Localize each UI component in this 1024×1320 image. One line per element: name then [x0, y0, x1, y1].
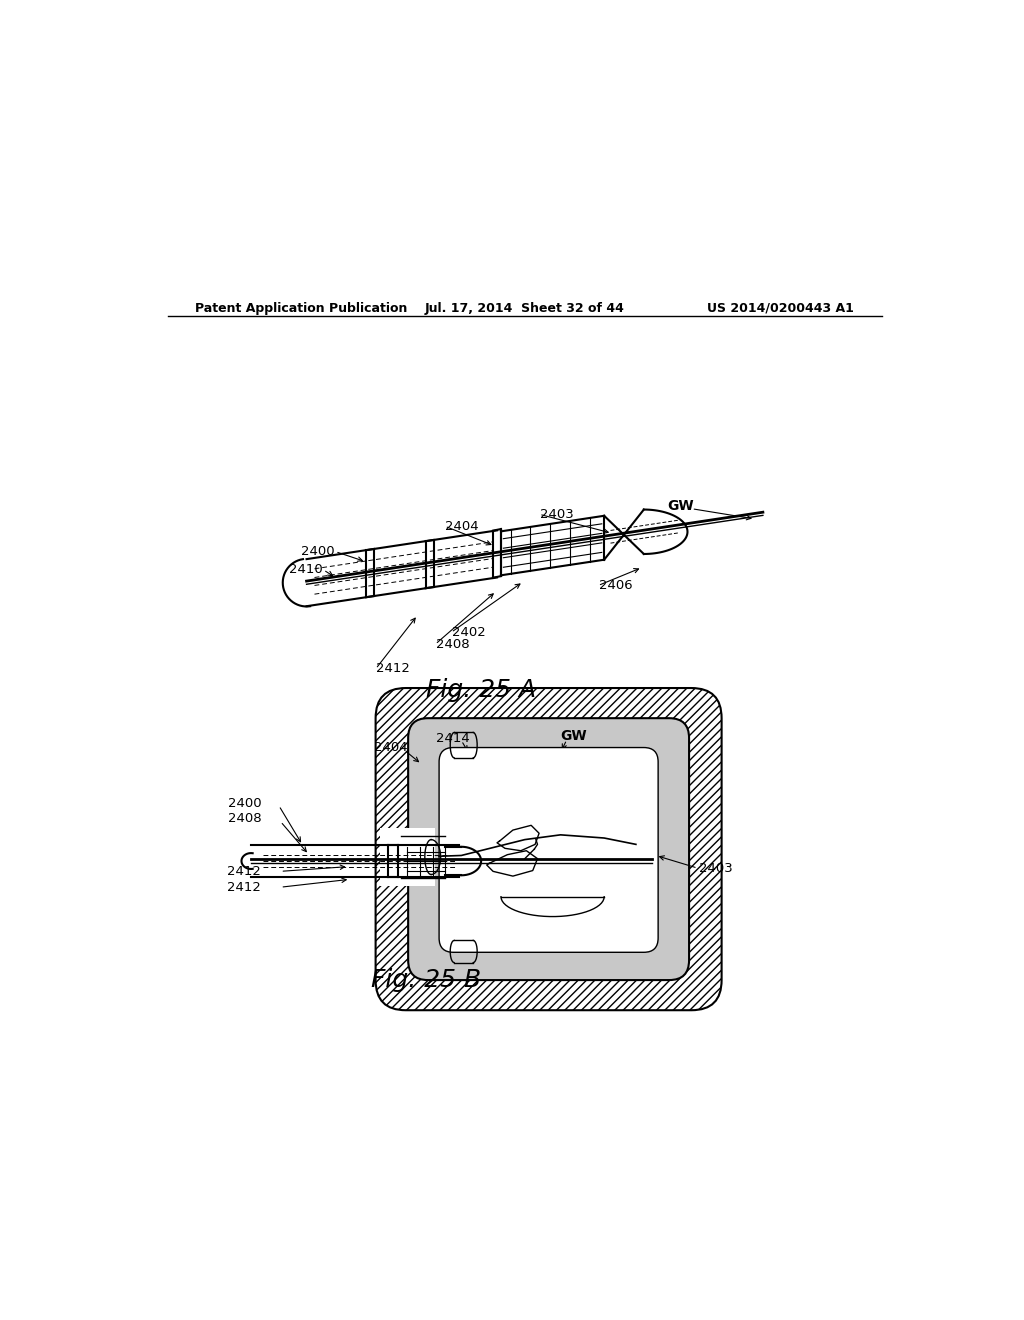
Text: 2402: 2402: [452, 626, 485, 639]
Text: 2408: 2408: [436, 638, 470, 651]
Text: 2403: 2403: [699, 862, 733, 875]
Text: 2406: 2406: [599, 579, 632, 593]
Text: 2404: 2404: [445, 520, 479, 533]
Text: 2400: 2400: [301, 545, 334, 558]
Text: Fig. 25 B: Fig. 25 B: [371, 968, 480, 993]
Text: Jul. 17, 2014  Sheet 32 of 44: Jul. 17, 2014 Sheet 32 of 44: [425, 301, 625, 314]
Text: Fig. 25 A: Fig. 25 A: [426, 678, 537, 702]
Text: Patent Application Publication: Patent Application Publication: [196, 301, 408, 314]
Text: 2404: 2404: [374, 741, 408, 754]
FancyBboxPatch shape: [439, 747, 658, 952]
Text: 2414: 2414: [436, 731, 470, 744]
Text: 2400: 2400: [227, 796, 261, 809]
Text: 2403: 2403: [540, 508, 573, 520]
Text: GW: GW: [560, 730, 587, 743]
Text: 2410: 2410: [289, 564, 323, 577]
Text: 2412: 2412: [227, 865, 261, 878]
Text: GW: GW: [668, 499, 694, 513]
Text: 2412: 2412: [377, 663, 411, 676]
Bar: [380, 828, 435, 887]
Text: US 2014/0200443 A1: US 2014/0200443 A1: [708, 301, 854, 314]
Text: 2408: 2408: [227, 813, 261, 825]
FancyBboxPatch shape: [409, 718, 689, 979]
FancyBboxPatch shape: [376, 688, 722, 1010]
Text: 2406: 2406: [577, 936, 610, 949]
Text: 2412: 2412: [227, 880, 261, 894]
